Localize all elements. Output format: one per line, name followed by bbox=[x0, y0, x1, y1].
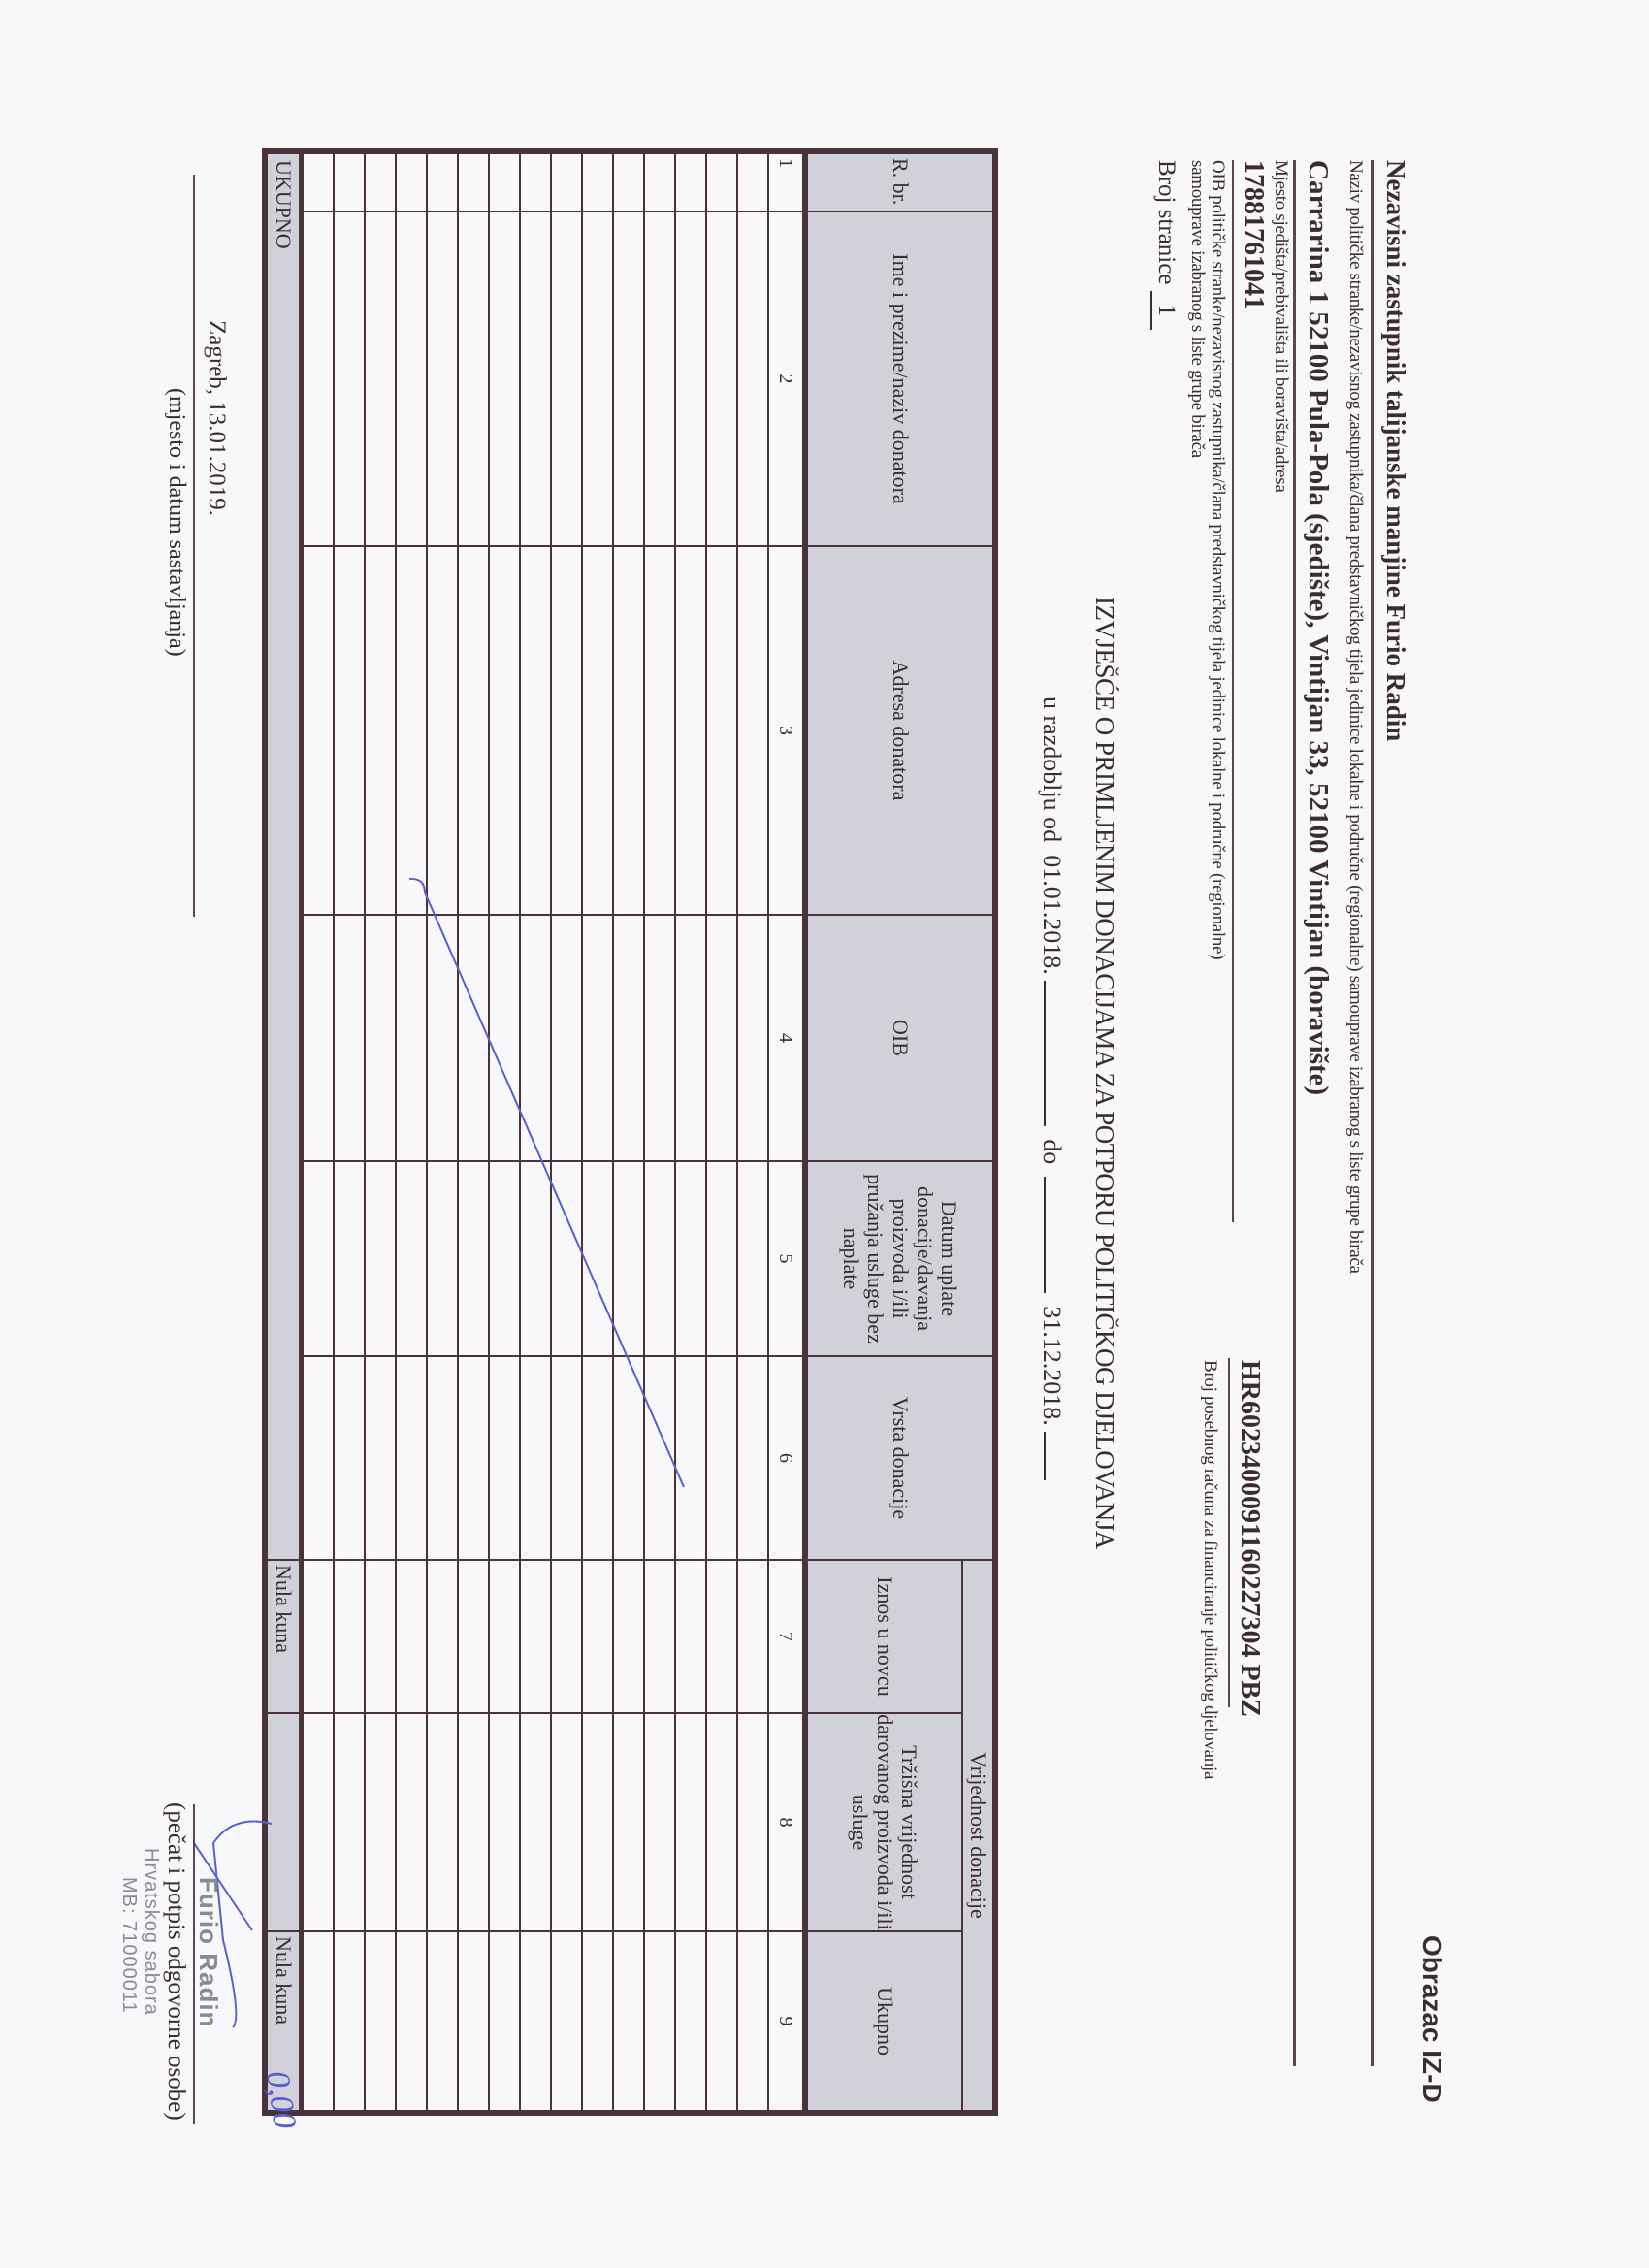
signature-line bbox=[193, 1804, 195, 2124]
stamp-line2: Hrvatskog sabora bbox=[141, 1848, 162, 2016]
place-date: Zagreb, 13.01.2019. bbox=[204, 320, 230, 517]
stamp-name: Furio Radin bbox=[194, 1877, 223, 2028]
signature bbox=[193, 1820, 273, 2028]
cancel-stroke bbox=[408, 877, 685, 1488]
place-date-label: (mjesto i datum sastavljanja) bbox=[164, 388, 189, 657]
stamp-line3: MB: 71000011 bbox=[118, 1877, 140, 2014]
signature-label: (pečat i potpis odgovorne osobe) bbox=[163, 1802, 189, 2121]
handwritten-total: 0,00 bbox=[259, 2068, 303, 2131]
divider bbox=[193, 175, 195, 917]
